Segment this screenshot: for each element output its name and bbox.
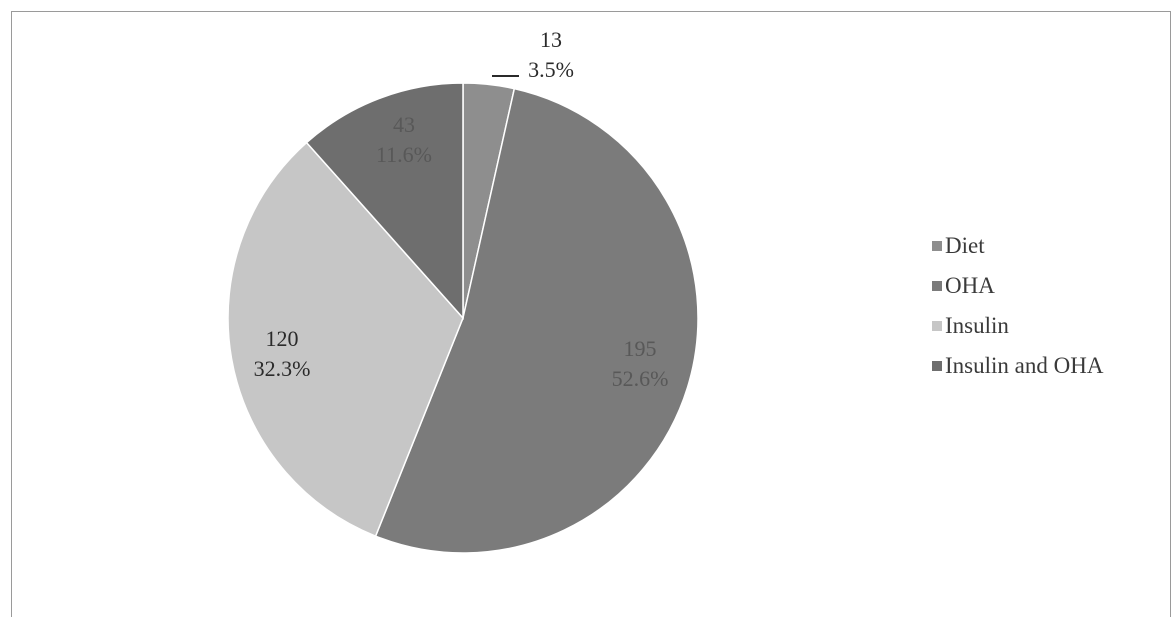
legend-swatch-insulin (932, 321, 942, 331)
pie-slice-oha (374, 87, 699, 554)
legend-item-insulin-and-oha: Insulin and OHA (932, 346, 1103, 386)
legend-item-diet: Diet (932, 226, 1103, 266)
legend-item-insulin: Insulin (932, 306, 1103, 346)
data-label-value-oha: 195 (624, 336, 657, 361)
pie-slices (227, 82, 699, 554)
data-label-percent-oha: 52.6% (612, 366, 669, 391)
chart-legend: Diet OHA Insulin Insulin and OHA (932, 226, 1103, 386)
data-label-percent-insulin-and-oha: 11.6% (376, 142, 432, 167)
data-label-percent-diet: 3.5% (528, 57, 574, 82)
pie-data-labels: 13 3.5% 195 52.6% 120 32.3% 43 11.6% (254, 27, 669, 391)
legend-label-insulin-and-oha: Insulin and OHA (945, 353, 1104, 378)
legend-swatch-insulin-and-oha (932, 361, 942, 371)
pie-slice-insulin (227, 141, 464, 538)
data-label-value-insulin-and-oha: 43 (393, 112, 415, 137)
legend-swatch-oha (932, 281, 942, 291)
data-label-value-diet: 13 (540, 27, 562, 52)
data-label-value-insulin: 120 (266, 326, 299, 351)
pie-slice-insulin-and-oha (305, 82, 464, 320)
data-label-percent-insulin: 32.3% (254, 356, 311, 381)
legend-item-oha: OHA (932, 266, 1103, 306)
legend-swatch-diet (932, 241, 942, 251)
legend-label-oha: OHA (945, 273, 995, 298)
legend-label-diet: Diet (945, 233, 985, 258)
legend-label-insulin: Insulin (945, 313, 1009, 338)
